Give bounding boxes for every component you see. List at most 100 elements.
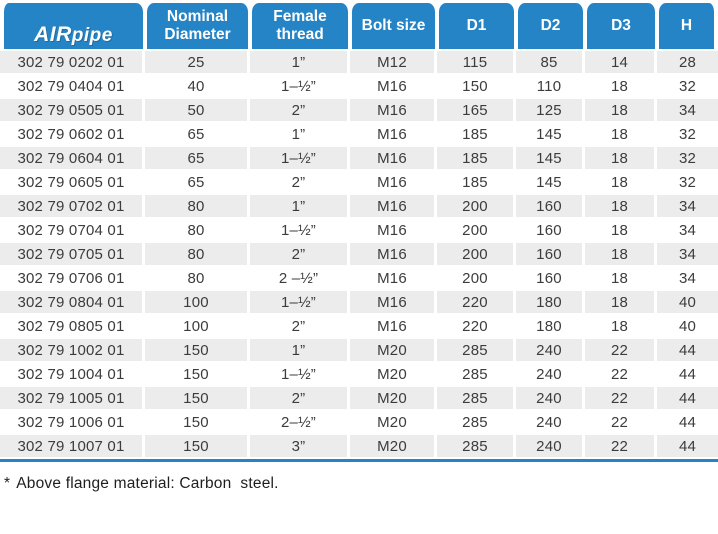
table-cell: 185 xyxy=(437,123,516,147)
logo-pipe-text: pipe xyxy=(71,24,113,46)
table-cell: 2” xyxy=(250,171,350,195)
table-cell: 80 xyxy=(145,243,250,267)
table-cell: 285 xyxy=(437,435,516,459)
table-cell: M16 xyxy=(350,75,437,99)
table-cell: 44 xyxy=(657,387,718,411)
column-header: D1 xyxy=(437,3,516,51)
table-body: 302 79 0202 01 25 1” M12 115 85 14 28 302 79 040… xyxy=(0,51,718,459)
table-cell: 145 xyxy=(516,123,585,147)
table-cell: M20 xyxy=(350,363,437,387)
table-cell: 240 xyxy=(516,435,585,459)
table-cell: 200 xyxy=(437,243,516,267)
part-number-cell: 302 79 0805 01 xyxy=(0,315,145,339)
table-row: 302 79 1005 01 150 2” M20 285 240 22 44 xyxy=(0,387,718,411)
table-cell: M16 xyxy=(350,195,437,219)
table-cell: 22 xyxy=(585,363,657,387)
table-cell: 285 xyxy=(437,339,516,363)
part-number-cell: 302 79 0604 01 xyxy=(0,147,145,171)
table-cell: 110 xyxy=(516,75,585,99)
table-cell: 1–½” xyxy=(250,147,350,171)
table-cell: M20 xyxy=(350,435,437,459)
table-cell: 160 xyxy=(516,243,585,267)
table-row: 302 79 0702 01 80 1” M16 200 160 18 34 xyxy=(0,195,718,219)
part-number-cell: 302 79 0706 01 xyxy=(0,267,145,291)
table-cell: M16 xyxy=(350,315,437,339)
table-bottom-rule xyxy=(0,459,718,462)
table-cell: 1” xyxy=(250,195,350,219)
part-number-cell: 302 79 0804 01 xyxy=(0,291,145,315)
table-cell: 240 xyxy=(516,387,585,411)
table-cell: 180 xyxy=(516,315,585,339)
table-cell: 32 xyxy=(657,75,718,99)
part-number-cell: 302 79 0505 01 xyxy=(0,99,145,123)
table-row: 302 79 0404 01 40 1–½” M16 150 110 18 32 xyxy=(0,75,718,99)
table-cell: 50 xyxy=(145,99,250,123)
table-cell: M20 xyxy=(350,339,437,363)
table-cell: 18 xyxy=(585,195,657,219)
table-cell: 34 xyxy=(657,219,718,243)
footnote: * Above flange material: Carbon steel. xyxy=(4,475,718,493)
column-header: Bolt size xyxy=(350,3,437,51)
footnote-asterisk: * xyxy=(4,475,11,492)
table-cell: 285 xyxy=(437,387,516,411)
column-header: Nominal Diameter xyxy=(145,3,250,51)
table-cell: M16 xyxy=(350,267,437,291)
table-cell: 85 xyxy=(516,51,585,75)
table-cell: 2” xyxy=(250,99,350,123)
part-number-cell: 302 79 0605 01 xyxy=(0,171,145,195)
table-row: 302 79 0805 01 100 2” M16 220 180 18 40 xyxy=(0,315,718,339)
table-cell: 34 xyxy=(657,267,718,291)
table-cell: 22 xyxy=(585,411,657,435)
table-cell: 22 xyxy=(585,435,657,459)
footnote-text: Above flange material: Carbon steel. xyxy=(16,475,279,492)
table-cell: 32 xyxy=(657,123,718,147)
table-cell: 160 xyxy=(516,267,585,291)
table-cell: 185 xyxy=(437,147,516,171)
part-number-cell: 302 79 1006 01 xyxy=(0,411,145,435)
table-cell: 80 xyxy=(145,267,250,291)
table-cell: 1–½” xyxy=(250,363,350,387)
table-cell: M20 xyxy=(350,411,437,435)
table-row: 302 79 0602 01 65 1” M16 185 145 18 32 xyxy=(0,123,718,147)
table-cell: 44 xyxy=(657,435,718,459)
table-cell: 100 xyxy=(145,315,250,339)
part-number-cell: 302 79 0202 01 xyxy=(0,51,145,75)
flange-spec-table: AIRpipe Nominal Diameter Female thread Bol… xyxy=(0,3,718,459)
table-cell: 150 xyxy=(145,339,250,363)
table-cell: 220 xyxy=(437,315,516,339)
column-header: Female thread xyxy=(250,3,350,51)
table-cell: M20 xyxy=(350,387,437,411)
table-row: 302 79 1006 01 150 2–½” M20 285 240 22 44 xyxy=(0,411,718,435)
table-cell: 150 xyxy=(437,75,516,99)
table-cell: 18 xyxy=(585,99,657,123)
table-cell: 18 xyxy=(585,123,657,147)
table-cell: 28 xyxy=(657,51,718,75)
table-cell: 2” xyxy=(250,315,350,339)
part-number-cell: 302 79 0704 01 xyxy=(0,219,145,243)
part-number-cell: 302 79 0705 01 xyxy=(0,243,145,267)
table-cell: 3” xyxy=(250,435,350,459)
table-cell: M16 xyxy=(350,123,437,147)
table-cell: 25 xyxy=(145,51,250,75)
table-cell: 32 xyxy=(657,171,718,195)
table-cell: M16 xyxy=(350,147,437,171)
table-cell: 150 xyxy=(145,363,250,387)
table-cell: 150 xyxy=(145,435,250,459)
table-cell: 115 xyxy=(437,51,516,75)
table-cell: 18 xyxy=(585,291,657,315)
table-cell: 240 xyxy=(516,339,585,363)
table-cell: 145 xyxy=(516,171,585,195)
table-cell: 40 xyxy=(145,75,250,99)
table-row: 302 79 0804 01 100 1–½” M16 220 180 18 40 xyxy=(0,291,718,315)
table-cell: 160 xyxy=(516,219,585,243)
table-cell: 18 xyxy=(585,267,657,291)
part-number-cell: 302 79 0404 01 xyxy=(0,75,145,99)
table-row: 302 79 0706 01 80 2 –½” M16 200 160 18 34 xyxy=(0,267,718,291)
table-cell: 22 xyxy=(585,387,657,411)
table-cell: 145 xyxy=(516,147,585,171)
table-cell: 40 xyxy=(657,315,718,339)
logo-air-text: AIR xyxy=(34,22,72,46)
table-row: 302 79 1002 01 150 1” M20 285 240 22 44 xyxy=(0,339,718,363)
table-cell: M16 xyxy=(350,171,437,195)
table-cell: M16 xyxy=(350,243,437,267)
